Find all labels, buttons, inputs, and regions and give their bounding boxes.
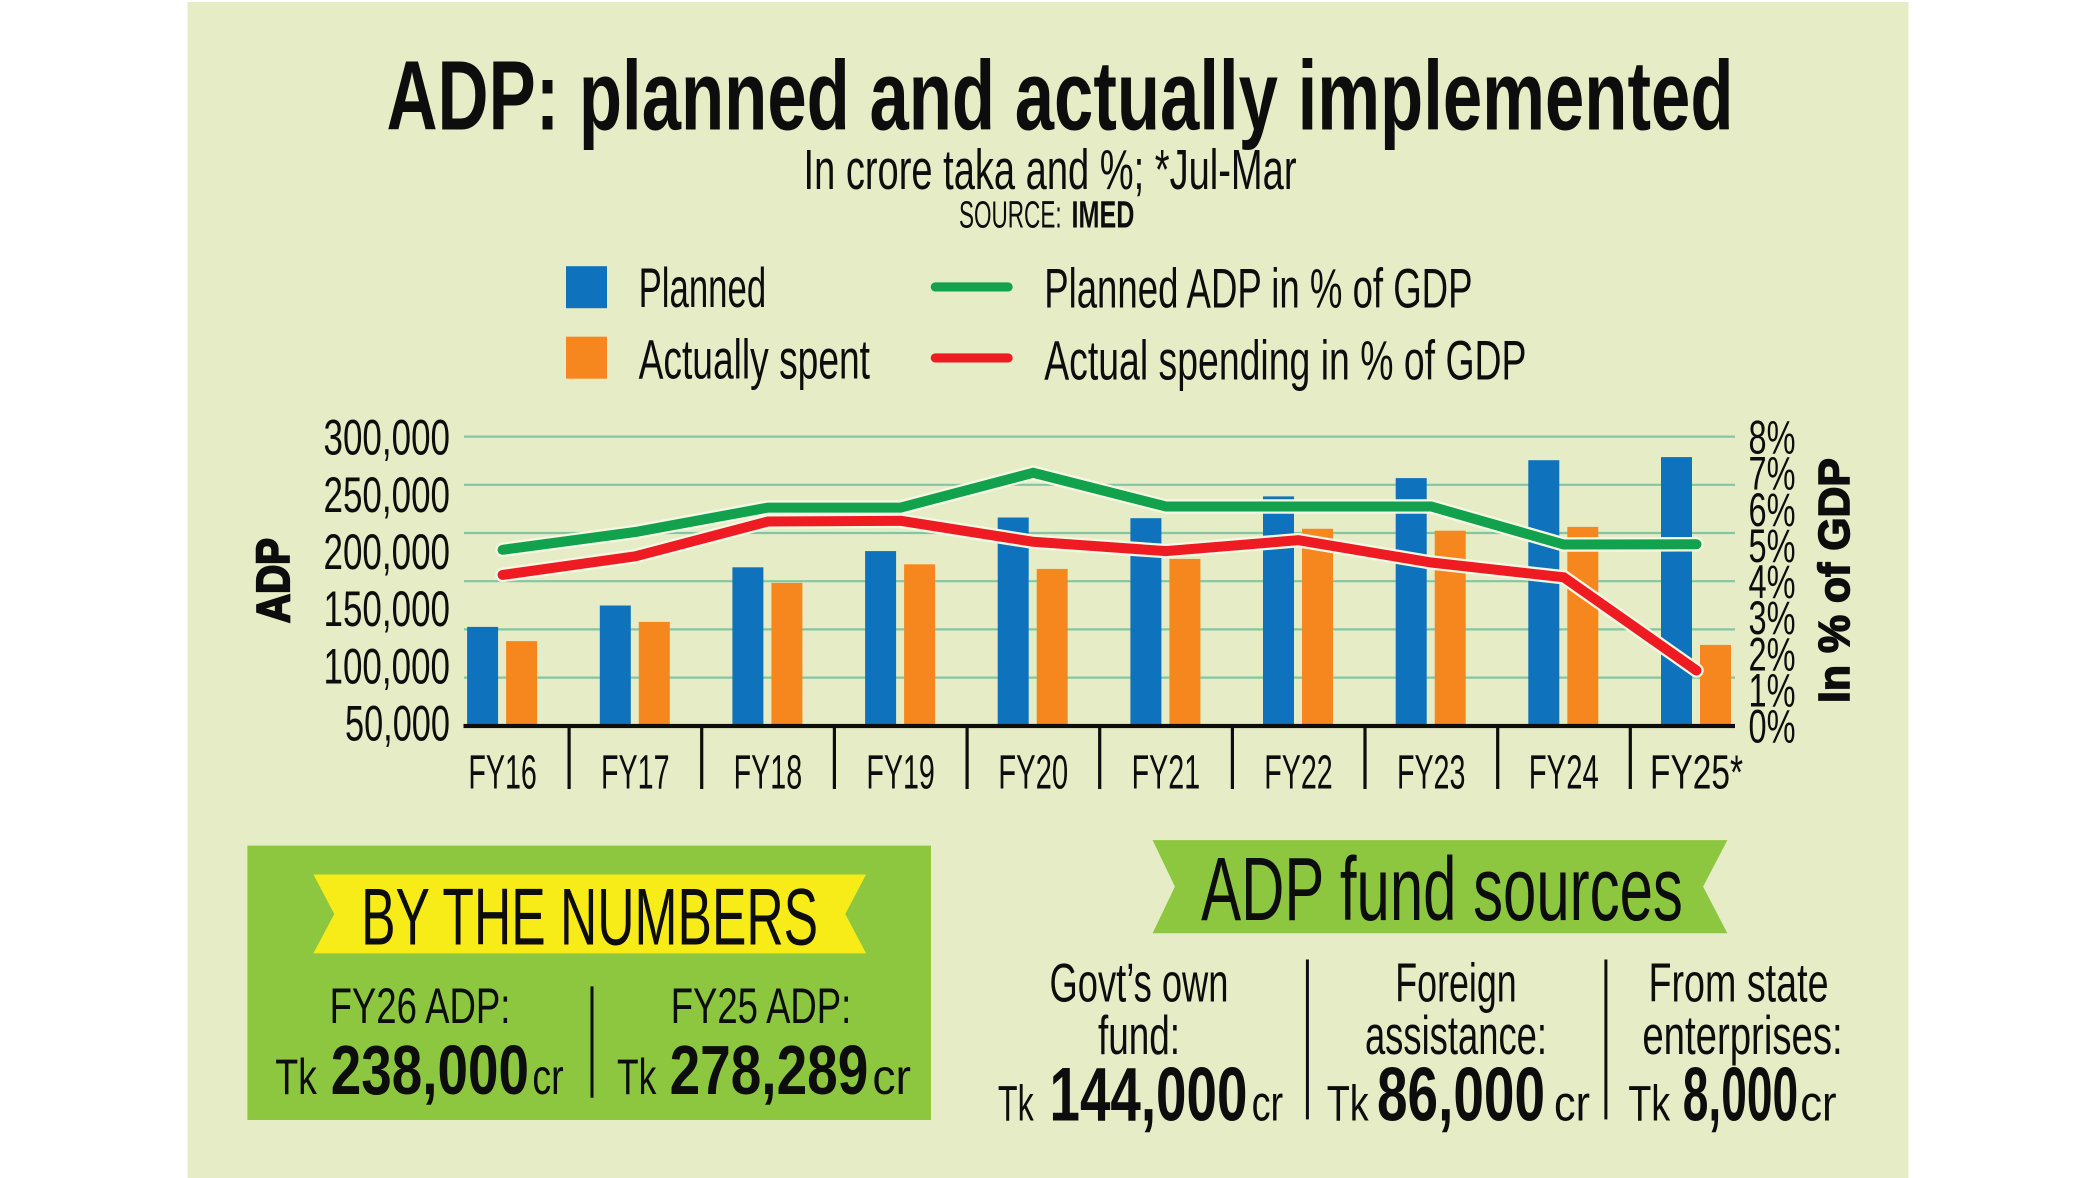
svg-text:0%: 0% — [1749, 700, 1796, 753]
svg-text:cr: cr — [1554, 1076, 1590, 1132]
svg-text:6%: 6% — [1749, 483, 1796, 536]
svg-text:5%: 5% — [1749, 519, 1796, 572]
svg-text:In crore taka and %; *Jul-Mar: In crore taka and %; *Jul-Mar — [804, 138, 1297, 202]
svg-text:300,000: 300,000 — [324, 410, 451, 466]
svg-text:assistance:: assistance: — [1365, 1004, 1547, 1066]
svg-text:ADP fund sources: ADP fund sources — [1201, 840, 1683, 940]
svg-text:8,000: 8,000 — [1683, 1053, 1798, 1138]
svg-text:100,000: 100,000 — [324, 638, 451, 694]
svg-text:FY26 ADP:: FY26 ADP: — [330, 978, 511, 1034]
svg-text:Actually spent: Actually spent — [639, 329, 871, 391]
svg-text:BY THE NUMBERS: BY THE NUMBERS — [361, 873, 818, 963]
svg-text:FY20: FY20 — [998, 747, 1068, 800]
svg-text:Tk: Tk — [1628, 1076, 1671, 1132]
svg-text:FY25 ADP:: FY25 ADP: — [671, 978, 852, 1034]
svg-text:8%: 8% — [1749, 411, 1796, 464]
svg-text:2%: 2% — [1749, 627, 1796, 680]
svg-text:278,289: 278,289 — [670, 1031, 869, 1109]
svg-text:FY19: FY19 — [866, 747, 935, 800]
svg-text:Tk: Tk — [1327, 1076, 1370, 1132]
svg-text:FY18: FY18 — [734, 747, 803, 800]
svg-text:3%: 3% — [1749, 591, 1796, 644]
svg-text:200,000: 200,000 — [324, 524, 451, 580]
svg-text:cr: cr — [1800, 1076, 1836, 1132]
svg-text:ADP: ADP — [247, 538, 299, 623]
svg-text:Actual spending in % of GDP: Actual spending in % of GDP — [1044, 330, 1526, 392]
svg-text:Tk: Tk — [617, 1049, 657, 1105]
svg-text:144,000: 144,000 — [1050, 1053, 1248, 1138]
svg-text:4%: 4% — [1749, 555, 1796, 608]
svg-text:238,000: 238,000 — [331, 1031, 529, 1109]
svg-text:FY17: FY17 — [601, 747, 670, 800]
svg-text:SOURCE:: SOURCE: — [959, 194, 1062, 236]
svg-text:FY22: FY22 — [1264, 747, 1333, 800]
svg-text:cr: cr — [1252, 1076, 1284, 1132]
svg-text:7%: 7% — [1749, 447, 1796, 500]
svg-text:cr: cr — [872, 1049, 911, 1105]
svg-text:FY24: FY24 — [1529, 747, 1599, 800]
svg-text:1%: 1% — [1749, 664, 1796, 717]
svg-text:FY16: FY16 — [468, 747, 537, 800]
svg-text:fund:: fund: — [1098, 1004, 1180, 1066]
svg-text:86,000: 86,000 — [1377, 1053, 1545, 1138]
svg-text:In % of GDP: In % of GDP — [1810, 458, 1859, 703]
svg-text:50,000: 50,000 — [345, 696, 450, 752]
svg-text:FY23: FY23 — [1397, 747, 1466, 800]
svg-text:IMED: IMED — [1072, 194, 1135, 236]
svg-text:enterprises:: enterprises: — [1642, 1004, 1842, 1066]
svg-text:FY21: FY21 — [1132, 747, 1201, 800]
svg-text:Tk: Tk — [998, 1076, 1034, 1132]
svg-text:FY25*: FY25* — [1650, 747, 1743, 800]
svg-text:150,000: 150,000 — [324, 581, 451, 637]
svg-text:Foreign: Foreign — [1395, 952, 1516, 1014]
svg-text:From state: From state — [1648, 952, 1828, 1014]
svg-text:Planned: Planned — [639, 257, 767, 319]
svg-text:Govt’s own: Govt’s own — [1050, 952, 1229, 1014]
svg-text:250,000: 250,000 — [324, 467, 451, 523]
svg-text:cr: cr — [532, 1049, 563, 1105]
svg-text:Tk: Tk — [275, 1049, 317, 1105]
svg-text:Planned ADP in % of GDP: Planned ADP in % of GDP — [1044, 257, 1472, 319]
svg-text:ADP: planned and actually impl: ADP: planned and actually implemented — [387, 40, 1734, 150]
